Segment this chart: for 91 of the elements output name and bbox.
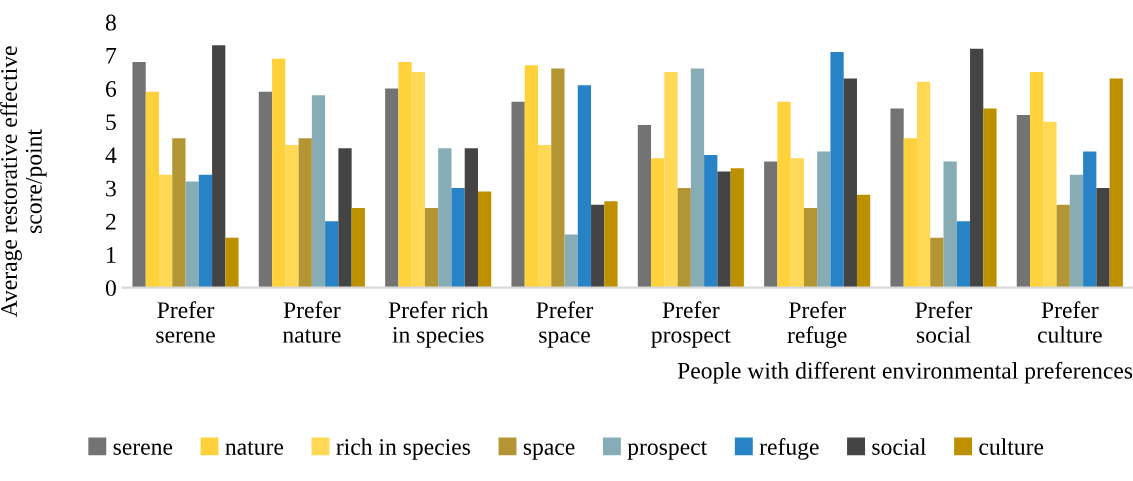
bar: [983, 108, 997, 288]
x-tick-label: Prefer refuge: [787, 301, 847, 348]
bar: [411, 71, 425, 288]
bar: [591, 204, 605, 288]
bar: [132, 61, 146, 288]
x-tick-label: Prefer prospect: [651, 301, 731, 348]
bar: [890, 108, 904, 288]
bar: [477, 191, 492, 288]
bar: [298, 138, 312, 288]
bar: [1016, 115, 1031, 288]
bar: [1043, 121, 1057, 288]
legend-label: rich in species: [336, 438, 471, 460]
bar: [943, 161, 957, 288]
y-tick-label: 7: [106, 48, 117, 64]
legend-label: space: [523, 443, 575, 460]
legend-label: prospect: [627, 441, 708, 460]
bar: [225, 237, 239, 288]
legend-label: serene: [113, 443, 173, 455]
y-tick-label: 5: [106, 114, 116, 131]
bar: [664, 71, 678, 288]
bar: [843, 78, 857, 288]
bar: [1056, 204, 1070, 288]
bar: [690, 68, 705, 288]
bar: [730, 168, 744, 288]
bar: [159, 174, 173, 288]
bar: [464, 148, 478, 288]
y-tick-label: 4: [105, 147, 117, 164]
bar: [145, 91, 159, 288]
bar: [677, 188, 691, 288]
bar: [172, 138, 186, 288]
bar: [717, 171, 731, 288]
bar: [338, 148, 352, 288]
bar: [272, 58, 286, 288]
bar: [856, 194, 871, 288]
bar: [930, 237, 944, 288]
y-tick-label: 6: [106, 81, 117, 97]
bar: [916, 81, 931, 288]
bar: [451, 188, 465, 288]
bar: [564, 234, 578, 288]
bar: [511, 101, 525, 288]
x-axis-title: People with different environmental preferences: [677, 361, 1133, 384]
x-tick-label: Prefer social: [915, 301, 973, 343]
bar: [830, 52, 844, 288]
bar: [903, 138, 917, 288]
bar: [817, 151, 831, 288]
x-tick-label: Prefer serene: [156, 301, 215, 343]
bar: [537, 144, 552, 288]
y-tick-label: 3: [106, 180, 116, 197]
bar: [325, 221, 339, 288]
bar: [524, 65, 538, 288]
bar: [1109, 78, 1123, 288]
bar: [777, 101, 791, 288]
y-tick-label: 2: [106, 213, 116, 230]
y-tick-label: 0: [105, 280, 116, 297]
bar: [790, 158, 804, 288]
y-tick-label: 1: [107, 247, 116, 263]
legend-label: refuge: [759, 438, 819, 460]
bar: [803, 207, 818, 288]
bar: [1069, 174, 1084, 288]
bar: [285, 144, 299, 288]
bar: [212, 45, 226, 288]
bar: [1096, 188, 1110, 288]
y-tick-label: 8: [105, 14, 116, 31]
bar: [351, 207, 365, 288]
bar: [311, 95, 326, 288]
x-tick-label: Prefer rich in species: [388, 301, 489, 348]
bar: [577, 85, 592, 288]
legend-label: social: [872, 438, 926, 455]
bar: [1083, 151, 1097, 288]
x-tick-label: Prefer culture: [1037, 301, 1102, 343]
bar: [970, 48, 984, 288]
y-axis-title: Average restorative effective score/point: [0, 46, 47, 318]
bar: [258, 91, 273, 288]
bar: [198, 174, 213, 288]
bar: [424, 207, 439, 288]
bar: [637, 125, 652, 288]
bar: [651, 158, 665, 288]
bar: [764, 161, 778, 288]
bar: [551, 68, 565, 288]
legend-label: culture: [979, 438, 1044, 455]
legend-label: nature: [225, 441, 284, 455]
bar: [704, 154, 718, 288]
bar: [1030, 71, 1044, 288]
bar: [956, 221, 971, 288]
bar: [604, 201, 618, 288]
bar: [385, 88, 399, 288]
bar: [185, 181, 199, 288]
bar: [398, 61, 412, 288]
x-tick-label: Prefer space: [536, 301, 594, 348]
bar: [438, 148, 452, 288]
x-tick-label: Prefer nature: [282, 301, 341, 343]
